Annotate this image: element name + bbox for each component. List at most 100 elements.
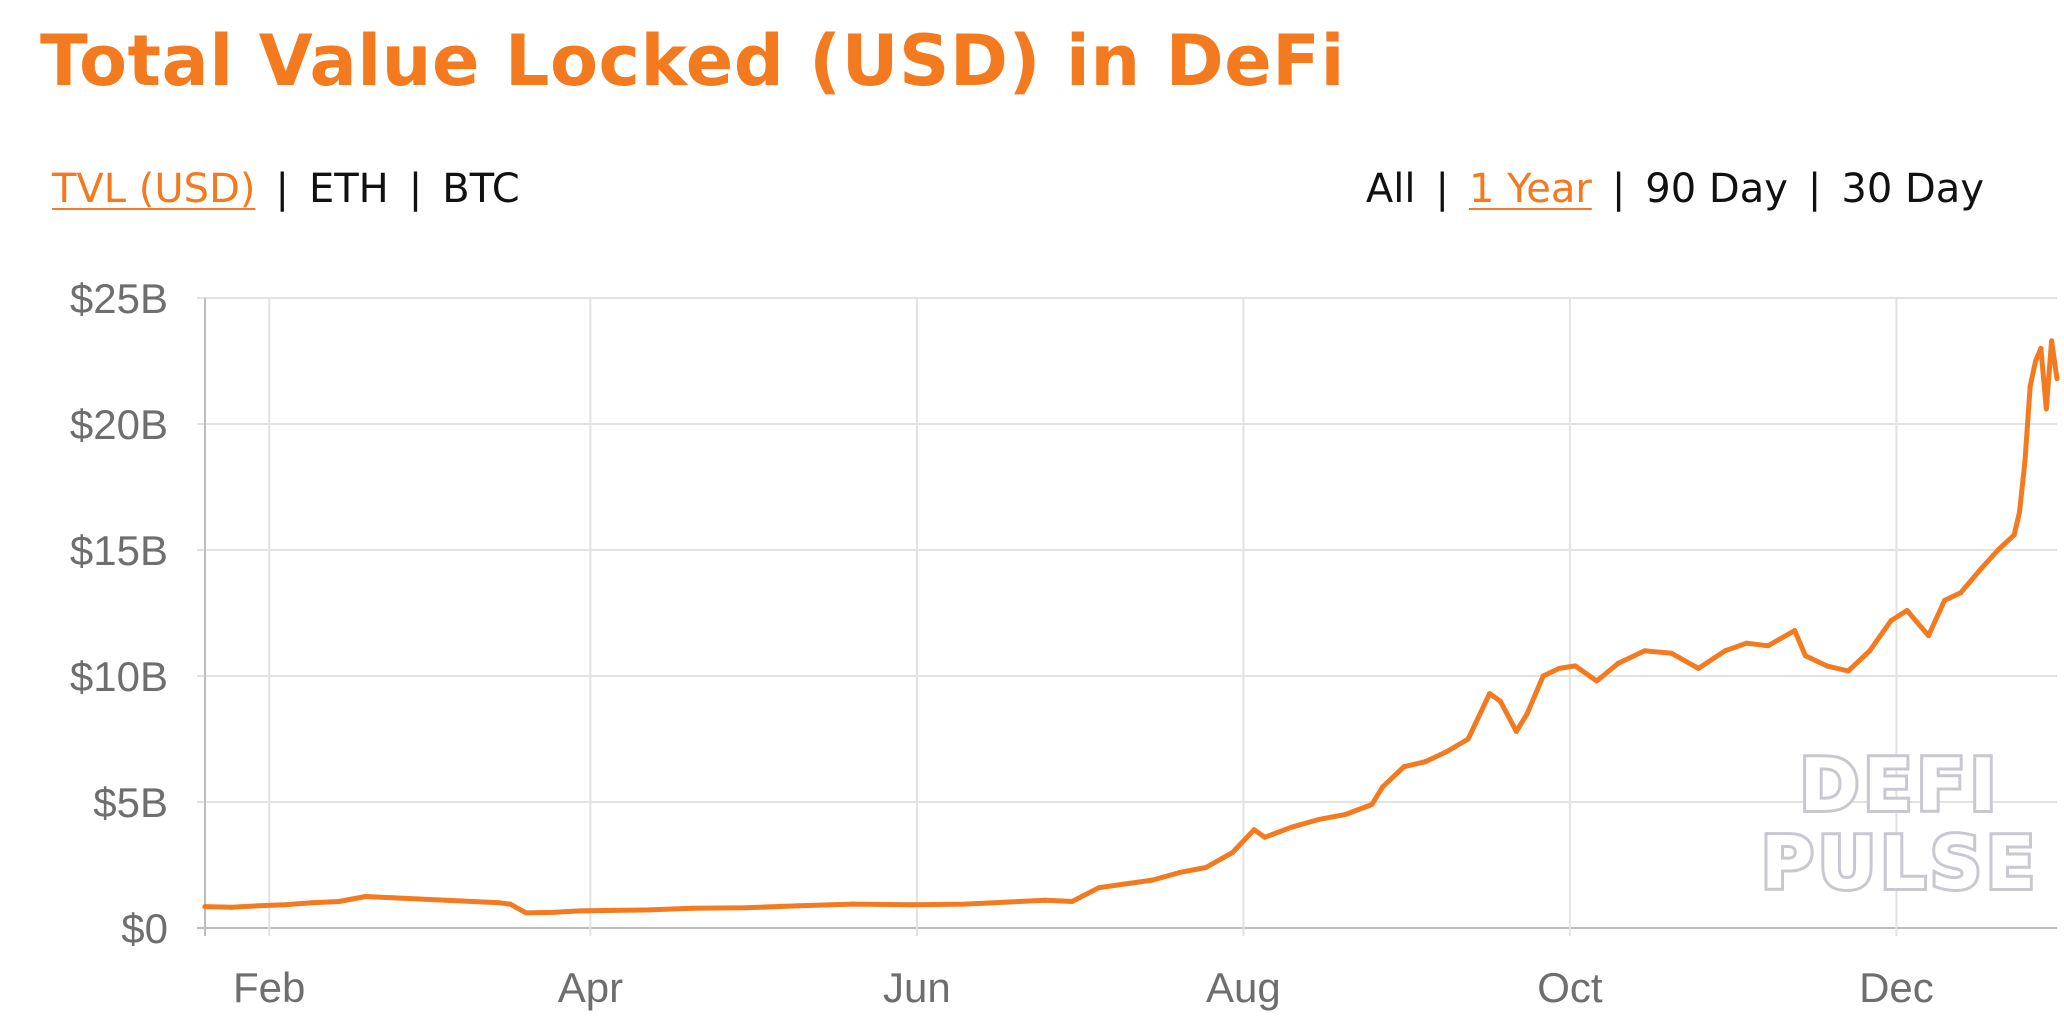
x-tick-label: Oct — [1537, 964, 1603, 1011]
tvl-data-point — [1096, 885, 1102, 891]
tab-separator: | — [1807, 166, 1822, 212]
tvl-data-point — [1556, 665, 1562, 671]
tab-separator: | — [275, 166, 289, 212]
tvl-data-point — [282, 902, 288, 908]
tvl-data-point — [1042, 897, 1048, 903]
tab-separator: | — [1611, 166, 1626, 212]
y-tick-label: $20B — [70, 401, 168, 448]
tab-1-year[interactable]: 1 Year — [1468, 166, 1592, 212]
tvl-data-point — [2054, 376, 2060, 382]
tvl-data-point — [1342, 812, 1348, 818]
tvl-data-point — [909, 902, 915, 908]
tvl-data-point — [2049, 338, 2055, 344]
tvl-data-point — [1722, 648, 1728, 654]
tvl-data-point — [1380, 784, 1386, 790]
watermark-line-1: DEFI — [1800, 743, 2001, 827]
tab-tvl-usd[interactable]: TVL (USD) — [52, 166, 256, 212]
tvl-data-point — [1487, 691, 1493, 697]
tvl-data-point — [1540, 673, 1546, 679]
tvl-data-point — [1802, 653, 1808, 659]
tvl-data-point — [743, 905, 749, 911]
tvl-data-point — [470, 899, 476, 905]
tvl-data-point — [1744, 640, 1750, 646]
tvl-data-point — [1845, 668, 1851, 674]
tvl-data-point — [1824, 663, 1830, 669]
tvl-data-point — [1695, 665, 1701, 671]
tvl-data-point — [962, 901, 968, 907]
tvl-data-point — [2043, 406, 2049, 412]
tvl-data-point — [229, 904, 235, 910]
tvl-data-point — [507, 901, 513, 907]
tab-30-day[interactable]: 30 Day — [1841, 166, 1984, 212]
tab-eth[interactable]: ETH — [308, 166, 389, 212]
tvl-data-point — [1149, 877, 1155, 883]
range-tabs: All | 1 Year | 90 Day | 30 Day — [1366, 166, 1984, 212]
watermark-line-2: PULSE — [1761, 821, 2039, 905]
tvl-data-point — [1176, 870, 1182, 876]
y-tick-label: $5B — [93, 779, 168, 826]
tvl-data-point — [1942, 597, 1948, 603]
tvl-data-point — [1369, 802, 1375, 808]
tvl-data-point — [1465, 736, 1471, 742]
tvl-data-point — [1230, 849, 1236, 855]
tvl-data-point — [850, 901, 856, 907]
grid-lines — [197, 297, 2057, 936]
tvl-data-point — [2033, 358, 2039, 364]
tvl-data-point — [416, 896, 422, 902]
tvl-data-point — [577, 908, 583, 914]
tvl-data-point — [646, 907, 652, 913]
tvl-data-point — [2022, 459, 2028, 465]
x-tick-label: Dec — [1859, 964, 1934, 1011]
tvl-data-point — [1926, 633, 1932, 639]
y-tick-label: $15B — [70, 527, 168, 574]
tab-90-day[interactable]: 90 Day — [1645, 166, 1788, 212]
tvl-data-point — [202, 904, 208, 910]
y-tick-label: $0 — [121, 905, 168, 952]
tvl-data-point — [1867, 648, 1873, 654]
tab-btc[interactable]: BTC — [442, 166, 520, 212]
tvl-data-point — [1123, 881, 1129, 887]
tvl-data-point — [1497, 698, 1503, 704]
tvl-data-point — [1016, 899, 1022, 905]
tvl-data-point — [1069, 899, 1075, 905]
series-layer — [202, 338, 2060, 916]
tvl-data-point — [550, 909, 556, 915]
tvl-series-line — [202, 338, 2060, 916]
tvl-data-point — [389, 895, 395, 901]
tvl-data-point — [1524, 711, 1530, 717]
tvl-data-point — [1642, 648, 1648, 654]
tvl-data-point — [2011, 532, 2017, 538]
tvl-data-point — [1572, 663, 1578, 669]
tvl-data-point — [1888, 618, 1894, 624]
tvl-data-point — [1765, 643, 1771, 649]
tab-all[interactable]: All — [1365, 166, 1416, 212]
tvl-data-point — [363, 894, 369, 899]
y-tick-label: $10B — [70, 653, 168, 700]
x-tick-label: Apr — [558, 964, 623, 1011]
tvl-data-point — [443, 897, 449, 903]
tvl-data-point — [1792, 628, 1798, 634]
x-tick-label: Jun — [883, 964, 951, 1011]
tvl-data-point — [1958, 590, 1964, 596]
y-tick-label: $25B — [70, 275, 168, 322]
tvl-data-point — [1615, 660, 1621, 666]
page-title: Total Value Locked (USD) in DeFi — [40, 20, 1345, 102]
axes: $0 $5B $10B $15B $20B $25B Feb Apr Jun Aug Oct Dec — [70, 275, 1934, 1011]
tvl-data-point — [609, 907, 615, 913]
tab-separator: | — [408, 166, 423, 212]
tvl-data-point — [689, 905, 695, 911]
tvl-data-point — [496, 900, 502, 906]
tvl-data-point — [1594, 678, 1600, 684]
tvl-data-point — [1995, 547, 2001, 553]
tvl-data-point — [1203, 865, 1209, 871]
tvl-data-point — [1401, 764, 1407, 770]
tvl-data-point — [1444, 749, 1450, 755]
defi-pulse-watermark: DEFI PULSE — [1758, 740, 2039, 908]
tvl-data-point — [2027, 383, 2033, 389]
tab-separator: | — [1435, 166, 1449, 212]
tvl-data-point — [1315, 817, 1321, 823]
tvl-data-point — [2017, 509, 2023, 515]
tvl-data-point — [1979, 565, 1985, 571]
tvl-data-point — [1669, 650, 1675, 656]
